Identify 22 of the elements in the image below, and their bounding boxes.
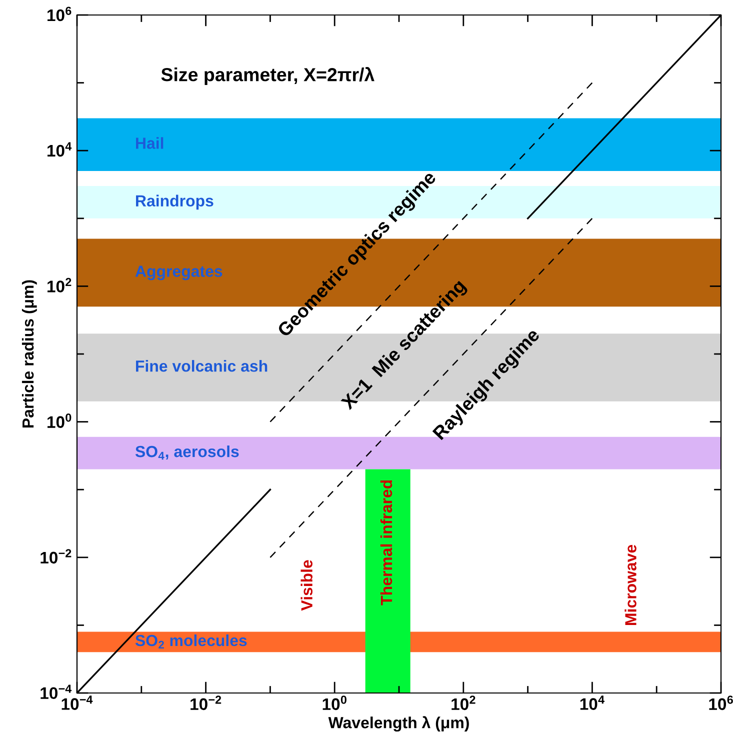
y-tick-label: 10$^{6}$ xyxy=(48,6,72,22)
y-axis-title: Particle radius (μm) xyxy=(22,280,37,428)
band-label: Hail xyxy=(136,137,164,149)
band-label: Fine volcanic ash xyxy=(136,360,268,372)
x-tick-label: 10$^{0}$ xyxy=(322,696,346,710)
x-tick-label: 10$^{4}$ xyxy=(580,696,604,710)
text: Size parameter, X=2πr/λ xyxy=(161,67,374,85)
x-tick-label: 10$^{2}$ xyxy=(452,696,476,710)
band-label: SO$_{4}$, aerosols xyxy=(135,445,239,460)
series-label: Thermal infrared xyxy=(380,480,392,606)
x-tick-label: 10$^{6}$ xyxy=(709,696,733,710)
y-tick-label: 10$^{4}$ xyxy=(48,142,72,157)
x-tick-label: 10$^{−2}$ xyxy=(190,696,222,710)
x-axis-title: Wavelength λ (μm) xyxy=(328,716,469,732)
band-label: SO$_{2}$ molecules xyxy=(135,634,247,649)
y-tick-label: 10$^{2}$ xyxy=(48,278,72,292)
band-label: Raindrops xyxy=(136,194,214,210)
y-tick-label: 10$^{−2}$ xyxy=(40,549,72,564)
y-tick-label: 10$^{0}$ xyxy=(48,414,72,428)
band-label: Aggregates xyxy=(135,266,222,280)
annotation: Visible xyxy=(300,560,312,611)
annotation: Microwave xyxy=(624,544,636,625)
